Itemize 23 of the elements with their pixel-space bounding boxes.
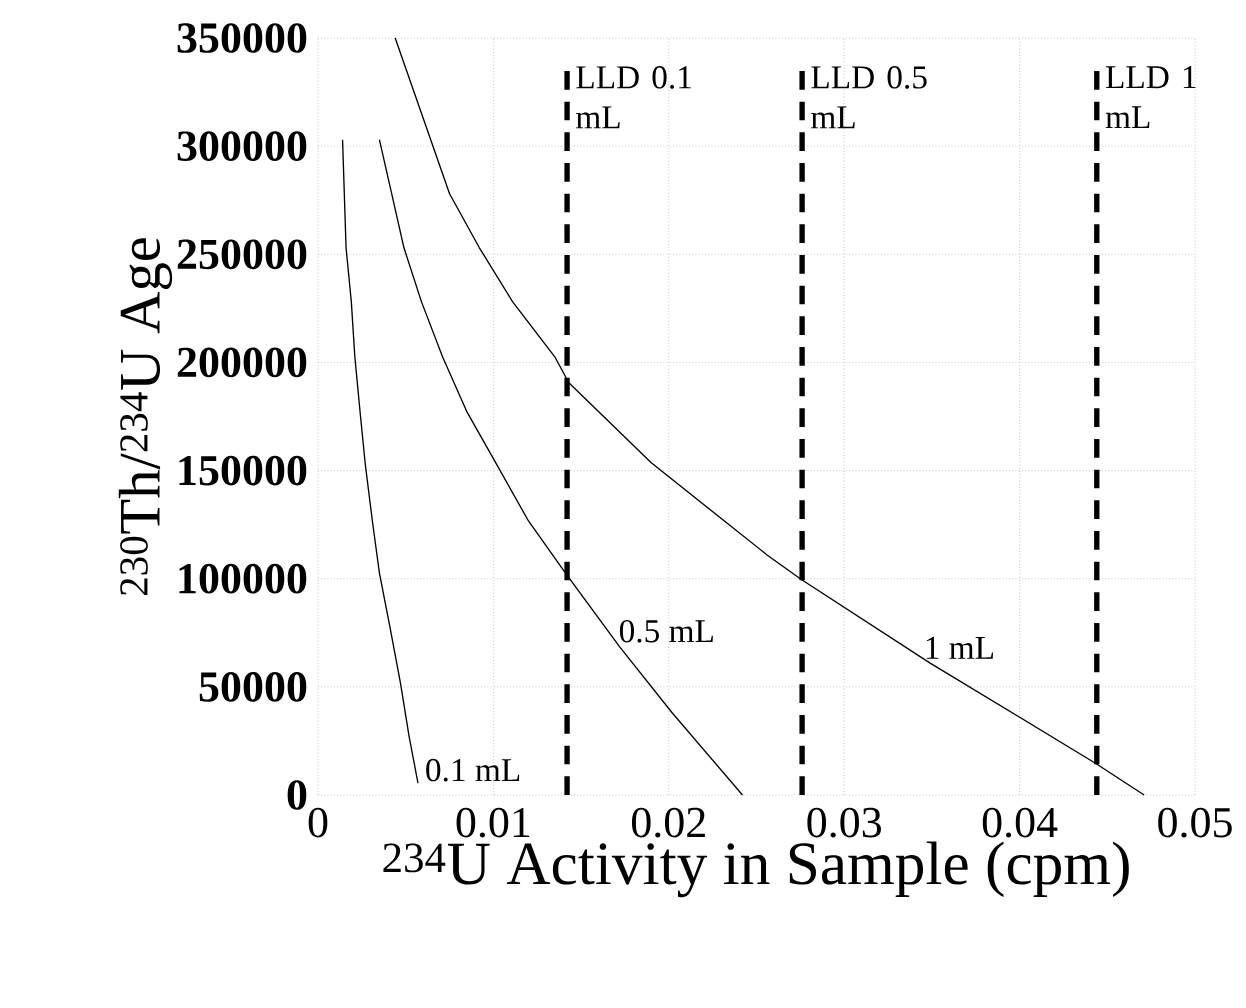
y-tick-label: 50000 bbox=[199, 672, 307, 702]
series-label: 1 mL bbox=[926, 636, 994, 659]
line-series bbox=[341, 138, 419, 784]
y-tick-label: 250000 bbox=[177, 239, 307, 270]
ref-line-label: LLD 1 mL bbox=[1105, 66, 1196, 129]
ref-line-label: LLD 0.5 mL bbox=[811, 66, 927, 129]
series-label: 0.1 mL bbox=[426, 758, 520, 782]
x-tick-label: 0.02 bbox=[631, 807, 705, 838]
x-tick-label: 0.03 bbox=[807, 807, 881, 838]
y-tick-label: 300000 bbox=[177, 131, 307, 161]
x-tick-label: 0.05 bbox=[1158, 807, 1232, 838]
x-axis-title: $^{234}$U Activity in Sample (cpm) bbox=[383, 841, 1129, 898]
y-tick-label: 150000 bbox=[179, 455, 307, 486]
y-tick-label: 350000 bbox=[177, 23, 307, 53]
y-tick-label: 200000 bbox=[177, 347, 307, 378]
ref-line-label: LLD 0.1 mL bbox=[576, 66, 691, 129]
x-tick-label: 0.01 bbox=[456, 807, 530, 838]
x-tick-label: 0.04 bbox=[982, 807, 1058, 838]
y-tick-label: 0 bbox=[287, 780, 307, 810]
y-tick-label: 100000 bbox=[179, 563, 307, 594]
x-tick-label: 0 bbox=[308, 807, 328, 838]
y-axis-title: $^{230}$Th/$^{234}$U Age bbox=[118, 238, 173, 596]
series-label: 0.5 mL bbox=[619, 619, 713, 643]
